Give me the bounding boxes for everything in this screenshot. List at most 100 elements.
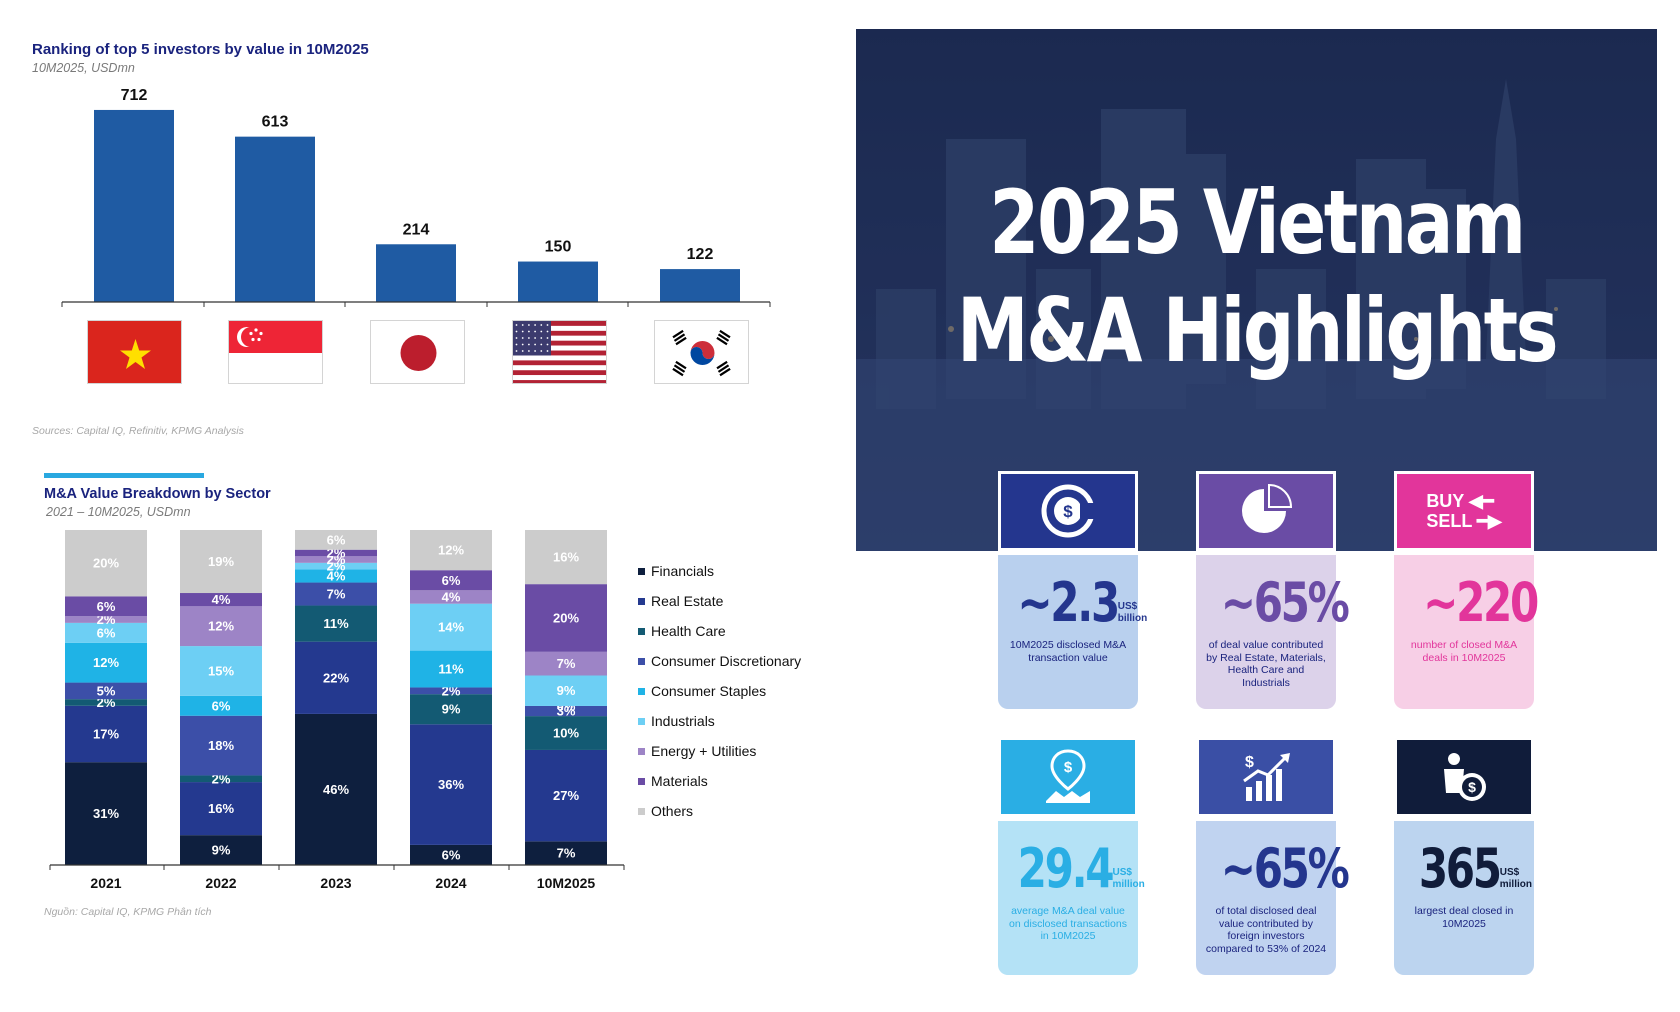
- sector-segment: [525, 530, 607, 585]
- stat-description: of deal value contributed by Real Estate…: [1206, 639, 1326, 689]
- sector-segment: [410, 694, 492, 725]
- stat-value: ~220: [1423, 571, 1539, 634]
- stat-unit-currency: US$: [1117, 601, 1138, 612]
- investor-bar-3: [518, 261, 598, 302]
- chart2-source: Nguồn: Capital IQ, KPMG Phân tích: [44, 906, 212, 918]
- sector-pct-label: 9%: [442, 702, 461, 717]
- sector-segment: [65, 616, 147, 623]
- sector-segment: [65, 530, 147, 597]
- stat-description: average M&A deal value on disclosed tran…: [1009, 905, 1127, 942]
- legend-item: Industrials: [638, 706, 801, 736]
- sector-segment: [410, 603, 492, 651]
- chart2-title: M&A Value Breakdown by Sector: [44, 486, 271, 502]
- svg-text:$: $: [1468, 779, 1476, 795]
- sector-pct-label: 11%: [438, 662, 464, 677]
- investor-ranking-chart: 712 613 214 150 122: [61, 87, 771, 307]
- sector-pct-label: 4%: [327, 568, 346, 583]
- sector-segment: [65, 705, 147, 763]
- buy-label: BUY: [1426, 491, 1464, 511]
- sector-pct-label: 16%: [553, 550, 579, 565]
- legend-label: Real Estate: [651, 593, 724, 609]
- legend-label: Industrials: [651, 713, 715, 729]
- sector-segment: [180, 775, 262, 783]
- sector-pct-label: 27%: [553, 788, 579, 803]
- sector-pct-label: 6%: [212, 698, 231, 713]
- sector-pct-label: 4%: [212, 592, 231, 607]
- sector-pct-label: 20%: [93, 556, 119, 571]
- stat-card-body: ~2.3 US$ billion 10M2025 disclosed M&A tran…: [998, 555, 1147, 709]
- sector-segment: [180, 695, 262, 716]
- japan-flag-icon: [370, 320, 465, 384]
- legend-swatch: [638, 597, 645, 605]
- stat-unit-scale: million: [1499, 879, 1532, 890]
- legend-label: Others: [651, 803, 694, 819]
- sector-pct-label: 22%: [323, 670, 349, 685]
- sector-pct-label: 12%: [208, 619, 234, 634]
- sector-segment: [410, 530, 492, 571]
- sector-pct-label: 18%: [208, 738, 234, 753]
- year-tick-label: 2022: [205, 875, 236, 891]
- sector-pct-label: 12%: [438, 543, 464, 558]
- legend-swatch: [638, 777, 645, 785]
- pie-chart-icon: [1196, 471, 1336, 551]
- sector-pct-label: 6%: [97, 599, 116, 614]
- sector-pct-label: 9%: [557, 683, 576, 698]
- sector-segment: [410, 570, 492, 591]
- sector-pct-label: 4%: [442, 590, 461, 605]
- stat-description: largest deal closed in 10M2025: [1414, 905, 1514, 930]
- legend-label: Energy + Utilities: [651, 743, 757, 759]
- singapore-flag-icon: [228, 320, 323, 384]
- legend-item: Health Care: [638, 616, 801, 646]
- investor-bar-0: [94, 109, 174, 302]
- chart1-subtitle: 10M2025, USDmn: [32, 61, 135, 75]
- sector-segment: [180, 593, 262, 607]
- sector-segment: [180, 715, 262, 776]
- sector-segment: [180, 606, 262, 647]
- sector-pct-label: 7%: [557, 846, 576, 861]
- location-dollar-icon: $: [998, 737, 1138, 817]
- hero-title-line2: M&A Highlights: [956, 279, 1559, 382]
- sector-segment: [65, 622, 147, 643]
- sector-pct-label: 5%: [97, 683, 116, 698]
- sector-segment: [525, 749, 607, 842]
- legend-swatch: [638, 807, 645, 815]
- hero-banner: 2025 Vietnam M&A Highlights: [856, 29, 1657, 551]
- investor-bar-1: [235, 136, 315, 302]
- sector-segment: [180, 782, 262, 836]
- sector-segment: [295, 582, 377, 606]
- stat-value: 365: [1418, 837, 1502, 900]
- sector-segment: [295, 569, 377, 583]
- investor-value-label: 613: [262, 114, 289, 131]
- stat-card-body: ~220 number of closed M&A deals in 10M202…: [1394, 555, 1539, 709]
- sector-segment: [525, 716, 607, 750]
- south-korea-flag-icon: [654, 320, 749, 384]
- year-tick-label: 10M2025: [537, 875, 596, 891]
- chart2-legend: Financials Real Estate Health Care Consumer…: [638, 556, 801, 826]
- legend-swatch: [638, 687, 645, 695]
- stat-value: ~65%: [1220, 571, 1350, 634]
- sector-segment: [295, 549, 377, 557]
- sector-segment: [180, 530, 262, 594]
- sector-segment: [410, 724, 492, 845]
- stat-description: number of closed M&A deals in 10M2025: [1410, 639, 1518, 664]
- legend-item: Real Estate: [638, 586, 801, 616]
- stat-value: 29.4: [1017, 837, 1115, 900]
- section-accent-bar: [44, 473, 204, 478]
- sector-segment: [525, 841, 607, 865]
- sector-segment: [180, 646, 262, 696]
- hero-title-line1: 2025 Vietnam: [989, 171, 1526, 274]
- sector-segment: [295, 713, 377, 865]
- investor-value-label: 712: [121, 87, 148, 104]
- stat-card-body: 29.4 US$ million average M&A deal value on …: [998, 821, 1145, 975]
- chart1-source: Sources: Capital IQ, Refinitiv, KPMG Ana…: [32, 425, 244, 437]
- sector-pct-label: 31%: [93, 806, 119, 821]
- legend-item: Materials: [638, 766, 801, 796]
- sector-pct-label: 12%: [93, 655, 119, 670]
- sector-pct-label: 3%: [557, 704, 576, 719]
- sector-pct-label: 11%: [323, 616, 349, 631]
- hero-title: 2025 Vietnam M&A Highlights: [928, 169, 1585, 385]
- sector-pct-label: 16%: [208, 801, 234, 816]
- legend-item: Others: [638, 796, 801, 826]
- sector-pct-label: 46%: [323, 782, 349, 797]
- sector-segment: [65, 682, 147, 700]
